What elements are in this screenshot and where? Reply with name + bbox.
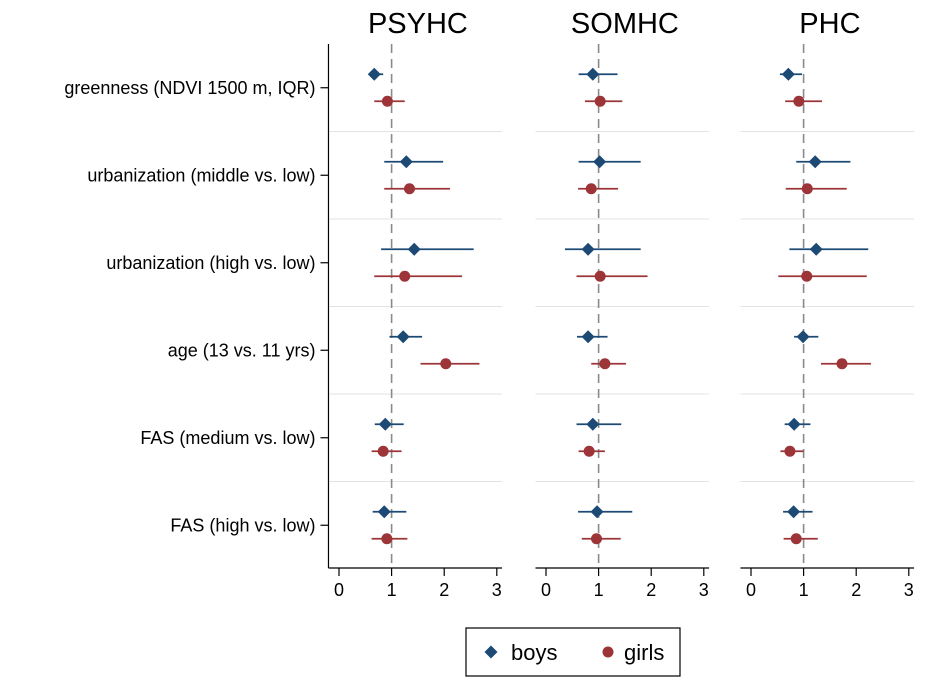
boys-point xyxy=(581,330,595,344)
girls-point xyxy=(801,183,813,195)
legend: boys girls xyxy=(465,627,681,677)
x-tick-label: 3 xyxy=(492,580,502,600)
boys-point xyxy=(787,505,801,519)
girls-point xyxy=(594,270,606,282)
x-tick-label: 3 xyxy=(904,580,914,600)
girls-point xyxy=(381,533,393,545)
girls-point xyxy=(381,95,393,107)
x-tick-label: 1 xyxy=(594,580,604,600)
girls-point xyxy=(440,358,452,370)
x-tick-label: 1 xyxy=(387,580,397,600)
panel-title: PHC xyxy=(799,8,860,40)
x-tick-label: 2 xyxy=(851,580,861,600)
girls-point xyxy=(793,95,805,107)
girls-point xyxy=(399,270,411,282)
legend-boys-marker xyxy=(484,645,498,659)
panel-title: SOMHC xyxy=(571,8,679,40)
girls-point xyxy=(801,270,813,282)
boys-point xyxy=(378,417,392,431)
x-tick-label: 0 xyxy=(746,580,756,600)
boys-point xyxy=(787,417,801,431)
boys-point xyxy=(407,242,421,256)
legend-girls-label: girls xyxy=(624,640,664,665)
boys-point xyxy=(581,242,595,256)
boys-point xyxy=(586,417,600,431)
category-label: urbanization (high vs. low) xyxy=(106,253,315,273)
boys-point xyxy=(809,242,823,256)
boys-point xyxy=(586,67,600,81)
legend-boys-label: boys xyxy=(511,640,557,665)
boys-point xyxy=(781,67,795,81)
category-label: FAS (medium vs. low) xyxy=(140,428,315,448)
girls-point xyxy=(784,445,796,457)
girls-point xyxy=(590,533,602,545)
boys-point xyxy=(396,330,410,344)
boys-point xyxy=(367,67,381,81)
boys-point xyxy=(399,155,413,169)
category-label: greenness (NDVI 1500 m, IQR) xyxy=(64,78,315,98)
boys-point xyxy=(808,155,822,169)
girls-point xyxy=(594,95,606,107)
x-tick-label: 2 xyxy=(646,580,656,600)
legend-girls-marker xyxy=(602,646,614,658)
boys-point xyxy=(593,155,607,169)
girls-point xyxy=(836,358,848,370)
category-label: urbanization (middle vs. low) xyxy=(87,165,315,185)
girls-point xyxy=(599,358,611,370)
girls-point xyxy=(403,183,415,195)
boys-point xyxy=(377,505,391,519)
boys-point xyxy=(796,330,810,344)
boys-point xyxy=(590,505,604,519)
girls-point xyxy=(583,445,595,457)
x-tick-label: 0 xyxy=(541,580,551,600)
panel-title: PSYHC xyxy=(368,8,468,40)
girls-point xyxy=(585,183,597,195)
girls-point xyxy=(377,445,389,457)
x-tick-label: 0 xyxy=(334,580,344,600)
girls-point xyxy=(790,533,802,545)
category-label: age (13 vs. 11 yrs) xyxy=(168,340,316,360)
x-tick-label: 1 xyxy=(799,580,809,600)
category-label: FAS (high vs. low) xyxy=(170,515,315,535)
legend-box xyxy=(465,627,681,677)
x-tick-label: 3 xyxy=(699,580,709,600)
x-tick-label: 2 xyxy=(439,580,449,600)
